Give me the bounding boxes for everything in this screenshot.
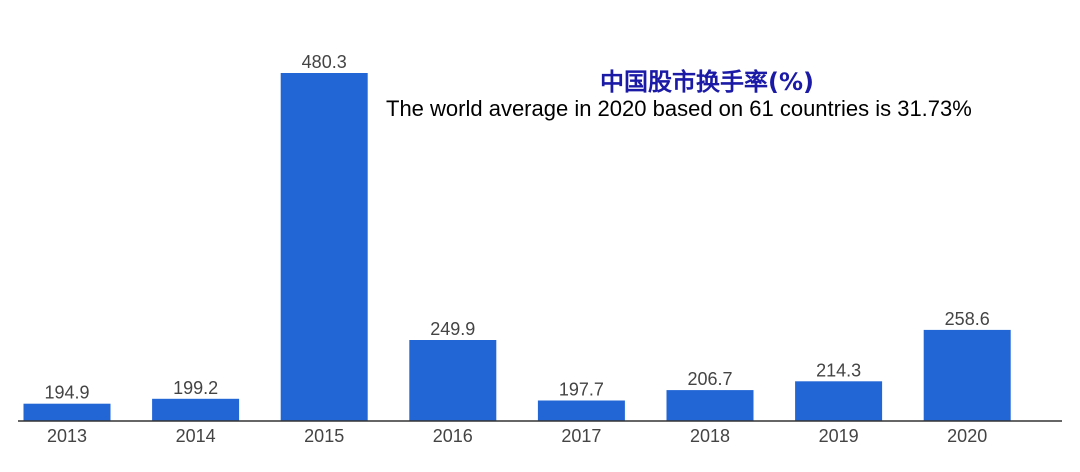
x-tick-label-2013: 2013 [47,426,87,446]
x-tick-label-2019: 2019 [819,426,859,446]
bar-2019 [795,381,883,421]
bar-2017 [537,400,625,421]
chart-title: 中国股市换手率(%) [600,68,814,96]
x-tick-label-2017: 2017 [561,426,601,446]
value-label-2014: 199.2 [173,378,218,398]
x-tick-label-2016: 2016 [433,426,473,446]
value-label-2016: 249.9 [430,319,475,339]
x-tick-label-2018: 2018 [690,426,730,446]
value-label-2015: 480.3 [302,52,347,72]
x-tick-label-2015: 2015 [304,426,344,446]
x-tick-labels-group: 2013 2014 2015 2016 2017 2018 2019 2020 [47,426,987,446]
x-tick-label-2014: 2014 [176,426,216,446]
value-label-2019: 214.3 [816,360,861,380]
x-tick-label-2020: 2020 [947,426,987,446]
bars-group [23,73,1011,421]
value-label-2017: 197.7 [559,380,604,400]
bar-2015 [280,73,368,421]
value-labels-group: 194.9 199.2 480.3 249.9 197.7 206.7 214.3 258.6 [44,52,989,403]
bar-2013 [23,403,111,421]
bar-2016 [409,340,497,421]
bar-2018 [666,390,754,421]
chart-subtitle: The world average in 2020 based on 61 co… [386,96,972,121]
bar-2014 [152,398,240,421]
value-label-2018: 206.7 [687,369,732,389]
bar-2020 [923,329,1011,421]
value-label-2013: 194.9 [44,383,89,403]
value-label-2020: 258.6 [945,309,990,329]
